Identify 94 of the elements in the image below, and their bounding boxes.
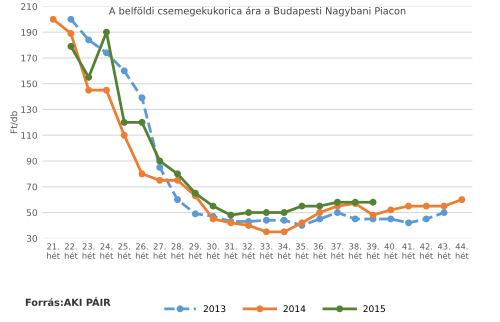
x-tick-label: 29. hét (189, 243, 202, 259)
point (120, 67, 128, 74)
point (440, 202, 448, 210)
point (156, 164, 164, 171)
y-tick-label: 170 (21, 54, 38, 62)
x-tick-label: 37. hét (331, 243, 344, 259)
point (387, 215, 394, 222)
point (316, 209, 324, 216)
point (370, 198, 376, 206)
point (262, 209, 270, 216)
y-tick-label: 190 (21, 28, 38, 36)
x-tick-label: 44. hét (456, 243, 468, 259)
point (156, 158, 164, 164)
x-tick-label: 40. hét (384, 243, 398, 259)
point (280, 209, 288, 216)
point (458, 196, 466, 204)
x-tick-label: 35. hét (296, 243, 309, 259)
point (245, 209, 252, 216)
y-tick-label: 30 (26, 235, 38, 242)
point (334, 198, 341, 206)
point (370, 212, 376, 219)
point (352, 215, 359, 222)
x-tick-label: 27. hét (154, 243, 166, 259)
point (316, 215, 324, 222)
point (67, 30, 74, 37)
point (156, 176, 164, 184)
x-tick-label: 41. hét (402, 243, 416, 259)
point (316, 202, 324, 210)
x-tick-label: 24. hét (100, 243, 114, 259)
x-tick-label: 28. hét (171, 243, 184, 259)
point (210, 215, 217, 222)
x-tick-label: 31. hét (224, 243, 238, 259)
point (262, 228, 270, 236)
text: Forrás:AKI PÁIR (26, 296, 110, 306)
point (422, 215, 430, 222)
point (245, 222, 252, 229)
y-tick-label: 210 (21, 3, 38, 10)
y-axis-title: Ft/db (10, 111, 18, 134)
x-tick-label: 23. hét (82, 243, 96, 259)
point (334, 209, 341, 216)
point (192, 210, 199, 218)
point (405, 219, 412, 226)
x-tick-label: 38. hét (349, 243, 362, 259)
x-tick-label: 34. hét (278, 243, 291, 259)
point (440, 209, 448, 216)
point (102, 86, 110, 94)
point (405, 202, 412, 210)
point (138, 94, 146, 102)
y-tick-label: 130 (21, 106, 38, 114)
point (192, 190, 199, 197)
point (280, 228, 288, 236)
point (85, 36, 92, 44)
point (280, 216, 288, 224)
y-tick-label: 150 (21, 80, 38, 88)
y-tick-label: 110 (21, 132, 38, 139)
legend-label: 2015 (363, 305, 385, 312)
point (120, 132, 128, 139)
x-tick-label: 26. hét (136, 243, 149, 259)
point (85, 74, 92, 81)
point (174, 176, 182, 184)
point (138, 170, 146, 178)
legend-label: 2013 (204, 305, 226, 312)
point (174, 196, 182, 204)
x-tick-label: 43. hét (438, 243, 451, 259)
point (298, 202, 306, 210)
point (67, 42, 74, 50)
x-tick-label: 42. hét (420, 243, 433, 259)
legend-label: 2014 (284, 305, 306, 312)
y-tick-label: 70 (26, 183, 38, 190)
x-tick-label: 32. hét (242, 243, 256, 259)
point (210, 202, 217, 210)
point (174, 170, 182, 178)
point (67, 16, 74, 23)
x-tick-label: 36. hét (314, 243, 326, 259)
point (102, 49, 110, 56)
x-tick-label: 22. hét (64, 243, 78, 259)
point (262, 216, 270, 224)
x-tick-label: 39. hét (366, 243, 380, 259)
y-tick-label: 90 (26, 158, 38, 165)
point (120, 118, 128, 126)
point (422, 202, 430, 210)
x-tick-label: 30. hét (206, 243, 220, 259)
point (85, 86, 92, 94)
x-tick-label: 21. hét (47, 243, 60, 259)
chart-title: A belföldi csemegekukorica ára a Budapesti Nagybani Piacon (108, 6, 406, 16)
point (50, 16, 57, 23)
x-tick-label: 25. hét (118, 243, 131, 259)
point (298, 219, 306, 226)
point (227, 212, 234, 219)
point (102, 28, 110, 36)
x-tick-label: 33. hét (260, 243, 274, 259)
point (138, 118, 146, 126)
point (387, 206, 394, 214)
y-tick-label: 50 (26, 209, 38, 216)
